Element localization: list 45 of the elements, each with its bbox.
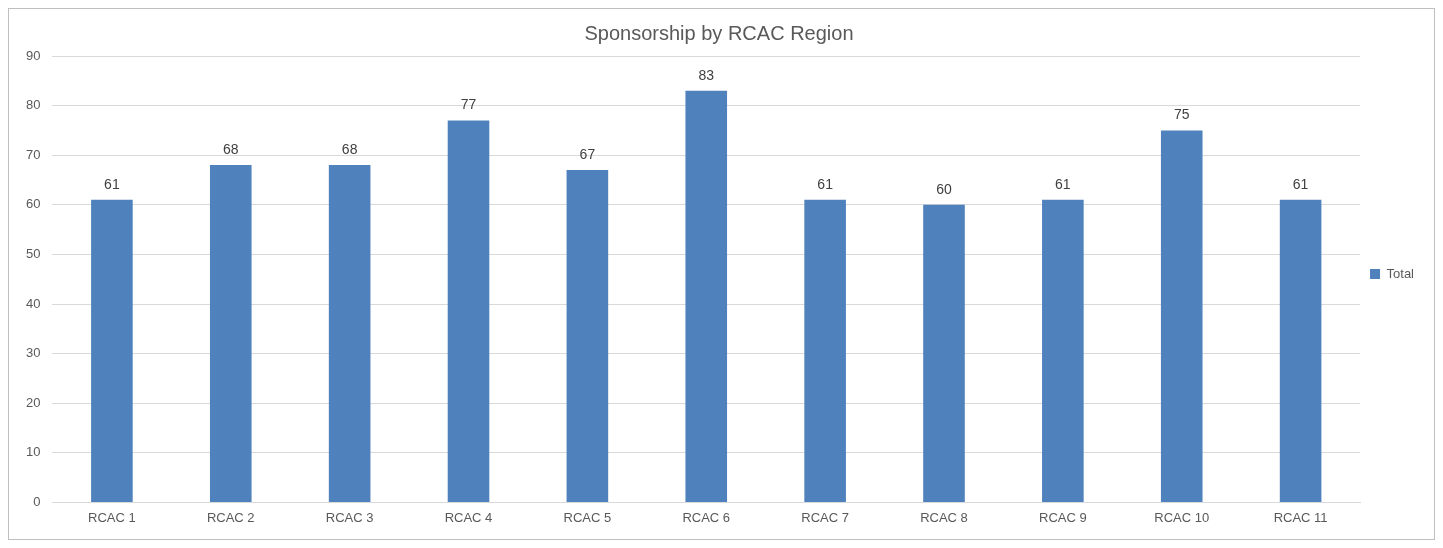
x-tick-label: RCAC 8 [920,509,968,525]
x-tick-label: RCAC 7 [801,509,849,525]
bar [1160,130,1203,502]
y-tick-label: 20 [25,394,41,410]
bar [923,204,965,502]
bar [91,199,133,502]
data-label: 60 [936,180,952,197]
y-tick-label: 60 [25,196,41,212]
bar [566,170,609,502]
x-tick-label: RCAC 9 [1039,509,1087,525]
data-label: 61 [1292,175,1309,192]
bar [1042,199,1084,502]
y-tick-label: 80 [25,97,41,113]
bar [1279,199,1322,502]
y-tick-label: 40 [25,295,41,311]
data-label: 68 [222,140,239,157]
data-label: 68 [341,140,358,157]
data-label: 83 [698,66,715,83]
x-tick-label: RCAC 10 [1154,509,1210,525]
x-tick-label: RCAC 11 [1273,509,1328,525]
bar [447,120,490,502]
y-tick-label: 10 [25,444,41,460]
x-tick-label: RCAC 5 [563,509,612,525]
data-label: 67 [579,145,596,162]
x-tick-label: RCAC 4 [444,509,493,525]
y-tick-label: 90 [25,47,41,63]
x-tick-label: RCAC 1 [88,509,136,525]
legend-label: Total [1386,265,1415,281]
y-tick-label: 70 [25,146,41,162]
data-label: 61 [104,175,120,192]
data-label: 61 [817,175,834,192]
x-tick-label: RCAC 3 [325,509,374,525]
x-tick-label: RCAC 2 [206,509,255,525]
bar [685,90,728,502]
x-tick-label: RCAC 6 [682,509,731,525]
y-tick-label: 50 [25,245,41,261]
data-label: 61 [1055,175,1071,192]
data-label: 77 [460,96,477,113]
y-tick-label: 0 [33,493,41,509]
y-tick-label: 30 [25,345,41,361]
chart-title: Sponsorship by RCAC Region [584,21,854,44]
bar [328,165,371,502]
data-label: 75 [1173,106,1190,123]
bar [209,165,252,502]
bar [804,199,846,502]
